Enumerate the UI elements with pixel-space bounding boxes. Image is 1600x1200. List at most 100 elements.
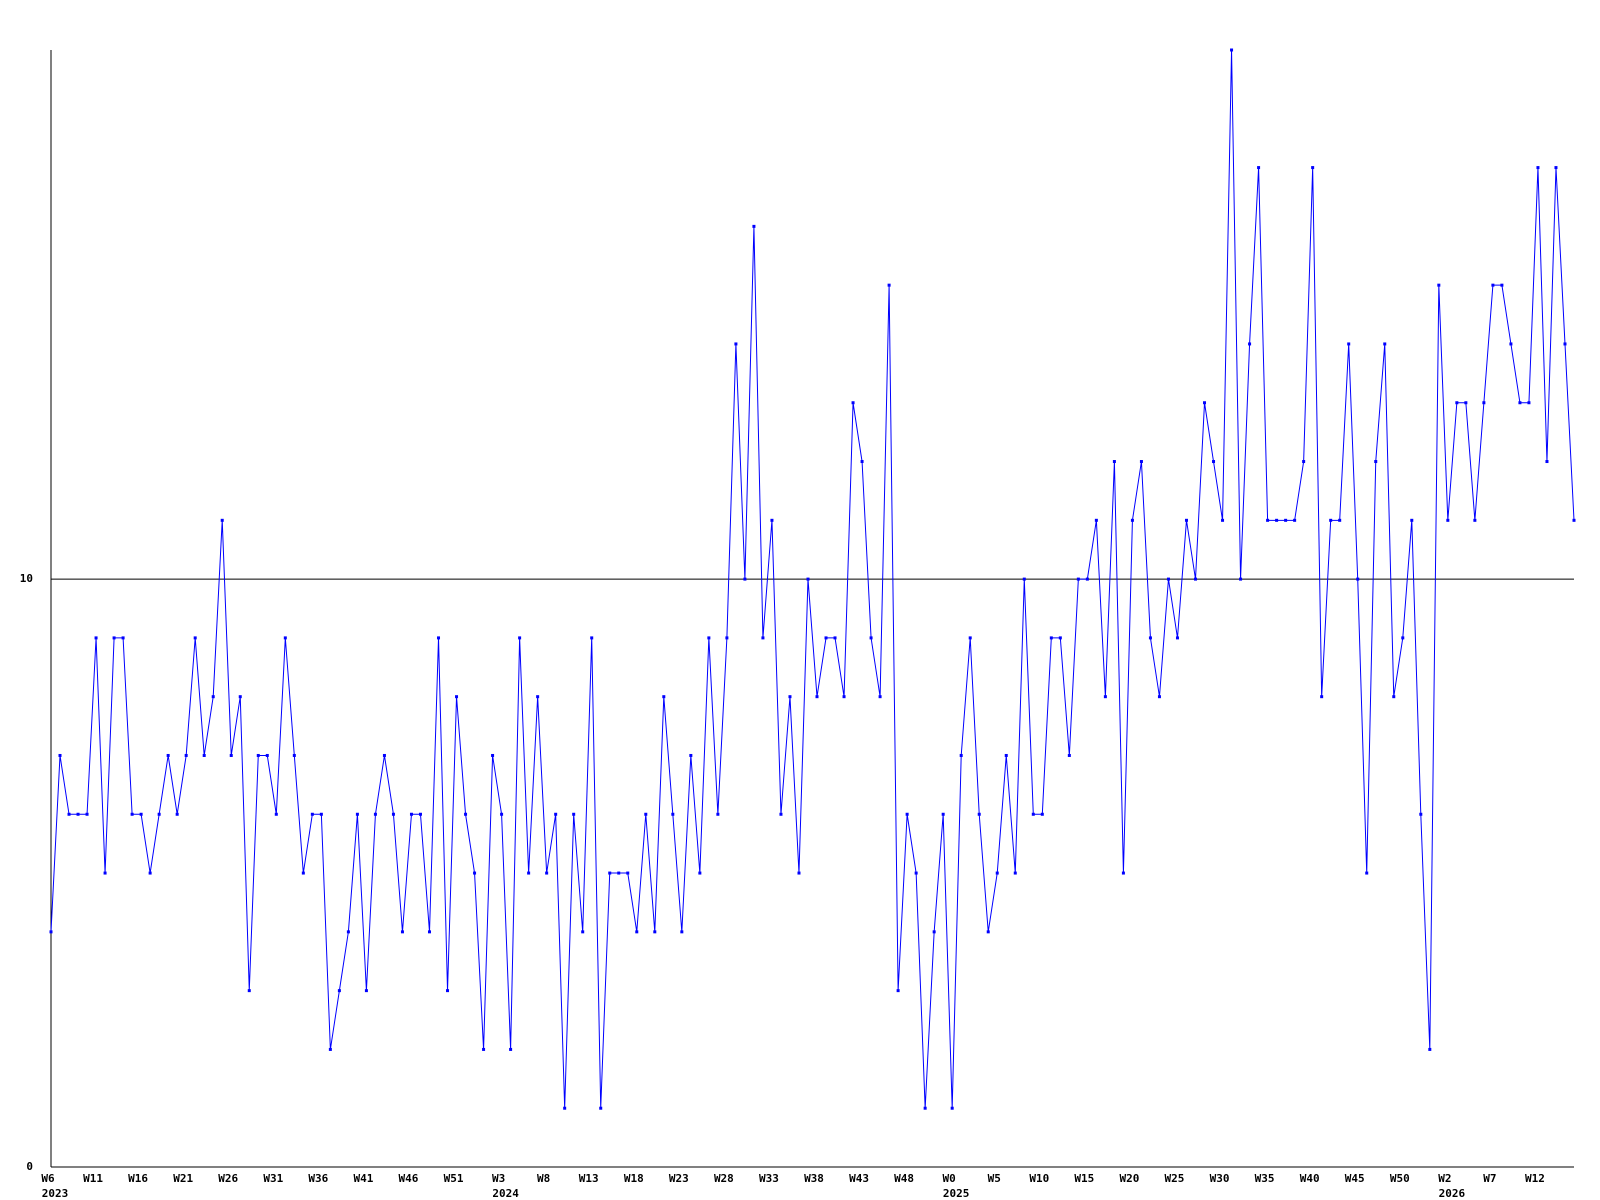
- data-point: [211, 695, 215, 699]
- data-point: [1500, 283, 1504, 287]
- data-point: [400, 930, 404, 934]
- data-point: [1022, 577, 1026, 581]
- data-point: [1464, 401, 1468, 405]
- data-point: [509, 1047, 513, 1051]
- data-point: [112, 636, 116, 640]
- data-point: [797, 871, 801, 875]
- data-point: [860, 460, 864, 464]
- x-tick-label: W11: [83, 1172, 103, 1185]
- x-tick-label: W20: [1119, 1172, 1139, 1185]
- x-tick-label: W28: [714, 1172, 734, 1185]
- data-point: [1121, 871, 1125, 875]
- data-point: [1473, 518, 1477, 522]
- data-point: [743, 577, 747, 581]
- data-point: [698, 871, 702, 875]
- data-point: [626, 871, 630, 875]
- data-point: [1221, 518, 1225, 522]
- data-point: [1031, 812, 1035, 816]
- data-point: [761, 636, 765, 640]
- data-point: [464, 812, 468, 816]
- data-point: [1194, 577, 1198, 581]
- data-point: [94, 636, 98, 640]
- data-point: [1518, 401, 1522, 405]
- x-tick-label: W5: [988, 1172, 1001, 1185]
- data-point: [653, 930, 657, 934]
- data-point: [1401, 636, 1405, 640]
- data-point: [941, 812, 945, 816]
- data-point: [950, 1106, 954, 1110]
- data-point: [689, 753, 693, 757]
- data-point: [1094, 518, 1098, 522]
- data-point: [292, 753, 296, 757]
- y-tick-label: 10: [20, 572, 33, 585]
- data-point: [644, 812, 648, 816]
- data-point: [1410, 518, 1414, 522]
- data-point: [518, 636, 522, 640]
- data-point: [473, 871, 477, 875]
- data-point: [806, 577, 810, 581]
- data-point: [1013, 871, 1017, 875]
- data-point: [437, 636, 441, 640]
- data-point: [1067, 753, 1071, 757]
- data-point: [148, 871, 152, 875]
- data-point: [968, 636, 972, 640]
- data-point: [1491, 283, 1495, 287]
- data-point: [1374, 460, 1378, 464]
- x-tick-label: W43: [849, 1172, 869, 1185]
- x-tick-label: W21: [173, 1172, 193, 1185]
- x-tick-label: W25: [1165, 1172, 1185, 1185]
- data-point: [418, 812, 422, 816]
- x-tick-label: W38: [804, 1172, 824, 1185]
- x-tick-label: W3: [492, 1172, 505, 1185]
- year-label: 2025: [943, 1187, 970, 1200]
- data-point: [175, 812, 179, 816]
- data-point: [752, 224, 756, 228]
- x-tick-label: W48: [894, 1172, 914, 1185]
- data-point: [310, 812, 314, 816]
- data-point: [247, 989, 251, 993]
- x-tick-label: W30: [1210, 1172, 1230, 1185]
- x-tick-label: W15: [1074, 1172, 1094, 1185]
- data-point: [319, 812, 323, 816]
- year-label: 2024: [492, 1187, 519, 1200]
- data-point: [184, 753, 188, 757]
- data-point: [959, 753, 963, 757]
- x-tick-label: W33: [759, 1172, 779, 1185]
- data-point: [1311, 166, 1315, 170]
- x-tick-label: W40: [1300, 1172, 1320, 1185]
- year-label: 2026: [1439, 1187, 1466, 1200]
- x-tick-label: W36: [308, 1172, 328, 1185]
- data-point: [1302, 460, 1306, 464]
- data-point: [301, 871, 305, 875]
- data-point: [1356, 577, 1360, 581]
- data-point: [608, 871, 612, 875]
- x-tick-label: W18: [624, 1172, 644, 1185]
- data-point: [1076, 577, 1080, 581]
- x-tick-label: W45: [1345, 1172, 1365, 1185]
- data-point: [328, 1047, 332, 1051]
- data-point: [563, 1106, 567, 1110]
- data-point: [256, 753, 260, 757]
- data-point: [842, 695, 846, 699]
- data-point: [977, 812, 981, 816]
- data-point: [869, 636, 873, 640]
- data-point: [346, 930, 350, 934]
- data-point: [887, 283, 891, 287]
- data-point: [1365, 871, 1369, 875]
- x-tick-label: W0: [943, 1172, 956, 1185]
- data-point: [734, 342, 738, 346]
- data-point: [1184, 518, 1188, 522]
- data-point: [824, 636, 828, 640]
- data-point: [707, 636, 711, 640]
- data-point: [1248, 342, 1252, 346]
- x-tick-label: W6: [41, 1172, 55, 1185]
- data-point: [581, 930, 585, 934]
- data-point: [716, 812, 720, 816]
- x-tick-label: W13: [579, 1172, 599, 1185]
- x-tick-label: W26: [218, 1172, 238, 1185]
- data-point: [121, 636, 125, 640]
- data-point: [680, 930, 684, 934]
- data-point: [1563, 342, 1567, 346]
- data-point: [671, 812, 675, 816]
